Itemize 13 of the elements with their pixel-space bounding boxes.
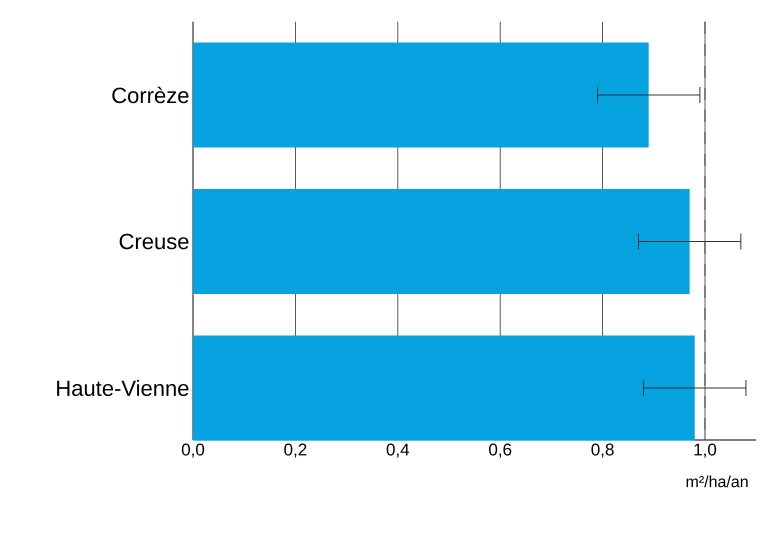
bar bbox=[193, 188, 690, 294]
y-tick-label: Corrèze bbox=[112, 86, 188, 104]
x-tick-label: 0,8 bbox=[591, 444, 614, 458]
x-axis-title: m²/ha/an bbox=[686, 476, 748, 488]
bar bbox=[193, 335, 695, 440]
y-tick-label: Creuse bbox=[120, 234, 188, 250]
x-tick-label: 0,4 bbox=[386, 444, 410, 458]
y-tick-label: Haute-Vienne bbox=[57, 380, 188, 396]
x-tick-label: 0,2 bbox=[284, 444, 306, 458]
x-tick-label: 1,0 bbox=[694, 444, 716, 458]
x-tick-label: 0,0 bbox=[182, 444, 204, 458]
x-tick-label: 0,6 bbox=[489, 444, 512, 458]
bar bbox=[193, 42, 649, 148]
